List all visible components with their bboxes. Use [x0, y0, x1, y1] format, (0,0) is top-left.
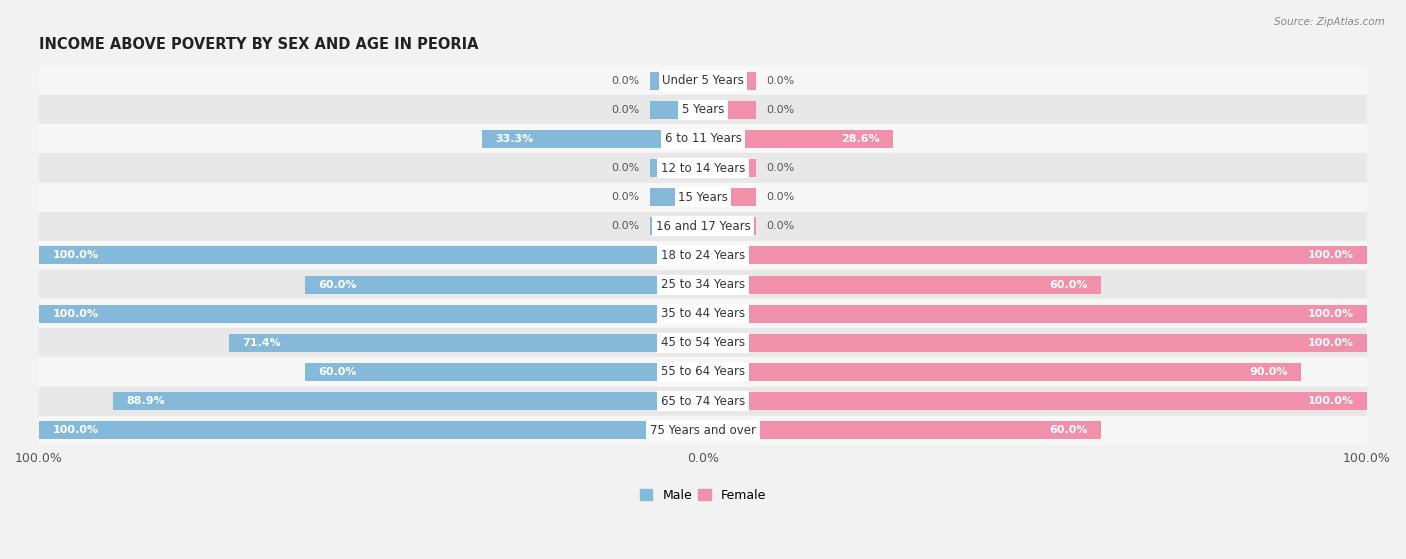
Bar [650, 188, 703, 206]
Bar [703, 247, 1367, 264]
Bar [39, 328, 1367, 357]
Text: 33.3%: 33.3% [495, 134, 533, 144]
Text: 60.0%: 60.0% [1050, 425, 1088, 435]
Bar [703, 392, 1367, 410]
Text: 71.4%: 71.4% [242, 338, 281, 348]
Text: 0.0%: 0.0% [766, 221, 794, 231]
Text: 0.0%: 0.0% [612, 105, 640, 115]
Bar [650, 217, 703, 235]
Bar [703, 334, 1367, 352]
Bar [39, 66, 1367, 95]
Text: 0.0%: 0.0% [612, 221, 640, 231]
Text: 0.0%: 0.0% [766, 75, 794, 86]
Text: 60.0%: 60.0% [1050, 280, 1088, 290]
Text: 25 to 34 Years: 25 to 34 Years [661, 278, 745, 291]
Text: 12 to 14 Years: 12 to 14 Years [661, 162, 745, 174]
Text: 28.6%: 28.6% [841, 134, 880, 144]
Text: 65 to 74 Years: 65 to 74 Years [661, 395, 745, 408]
Text: 100.0%: 100.0% [1308, 396, 1354, 406]
Bar [39, 95, 1367, 124]
Text: 100.0%: 100.0% [52, 309, 98, 319]
Text: 100.0%: 100.0% [1308, 338, 1354, 348]
Text: 75 Years and over: 75 Years and over [650, 424, 756, 437]
Bar [39, 299, 1367, 328]
Text: 100.0%: 100.0% [1308, 250, 1354, 260]
Bar [39, 247, 703, 264]
Bar [703, 363, 1301, 381]
Bar [39, 421, 703, 439]
Text: 18 to 24 Years: 18 to 24 Years [661, 249, 745, 262]
Bar [39, 183, 1367, 212]
Legend: Male, Female: Male, Female [636, 484, 770, 507]
Bar [39, 270, 1367, 299]
Bar [650, 101, 703, 119]
Text: 6 to 11 Years: 6 to 11 Years [665, 132, 741, 145]
Text: 35 to 44 Years: 35 to 44 Years [661, 307, 745, 320]
Bar [703, 101, 756, 119]
Text: 100.0%: 100.0% [52, 425, 98, 435]
Text: 90.0%: 90.0% [1249, 367, 1288, 377]
Bar [703, 217, 756, 235]
Text: 100.0%: 100.0% [52, 250, 98, 260]
Text: 16 and 17 Years: 16 and 17 Years [655, 220, 751, 233]
Bar [112, 392, 703, 410]
Bar [229, 334, 703, 352]
Bar [703, 188, 756, 206]
Text: 0.0%: 0.0% [766, 105, 794, 115]
Text: 0.0%: 0.0% [612, 163, 640, 173]
Text: Source: ZipAtlas.com: Source: ZipAtlas.com [1274, 17, 1385, 27]
Text: 0.0%: 0.0% [612, 75, 640, 86]
Text: Under 5 Years: Under 5 Years [662, 74, 744, 87]
Bar [39, 305, 703, 323]
Text: 88.9%: 88.9% [127, 396, 165, 406]
Bar [703, 305, 1367, 323]
Bar [703, 159, 756, 177]
Bar [39, 124, 1367, 153]
Text: 100.0%: 100.0% [1308, 309, 1354, 319]
Text: 60.0%: 60.0% [318, 367, 356, 377]
Bar [39, 153, 1367, 183]
Bar [703, 72, 756, 89]
Bar [39, 386, 1367, 416]
Bar [39, 212, 1367, 241]
Bar [650, 159, 703, 177]
Bar [39, 416, 1367, 445]
Text: INCOME ABOVE POVERTY BY SEX AND AGE IN PEORIA: INCOME ABOVE POVERTY BY SEX AND AGE IN P… [39, 37, 478, 53]
Text: 60.0%: 60.0% [318, 280, 356, 290]
Text: 5 Years: 5 Years [682, 103, 724, 116]
Bar [650, 72, 703, 89]
Text: 0.0%: 0.0% [766, 163, 794, 173]
Bar [39, 357, 1367, 386]
Text: 15 Years: 15 Years [678, 191, 728, 203]
Bar [305, 276, 703, 293]
Text: 55 to 64 Years: 55 to 64 Years [661, 366, 745, 378]
Bar [39, 241, 1367, 270]
Bar [703, 276, 1101, 293]
Text: 0.0%: 0.0% [612, 192, 640, 202]
Bar [482, 130, 703, 148]
Bar [703, 130, 893, 148]
Text: 45 to 54 Years: 45 to 54 Years [661, 337, 745, 349]
Bar [703, 421, 1101, 439]
Bar [305, 363, 703, 381]
Text: 0.0%: 0.0% [766, 192, 794, 202]
